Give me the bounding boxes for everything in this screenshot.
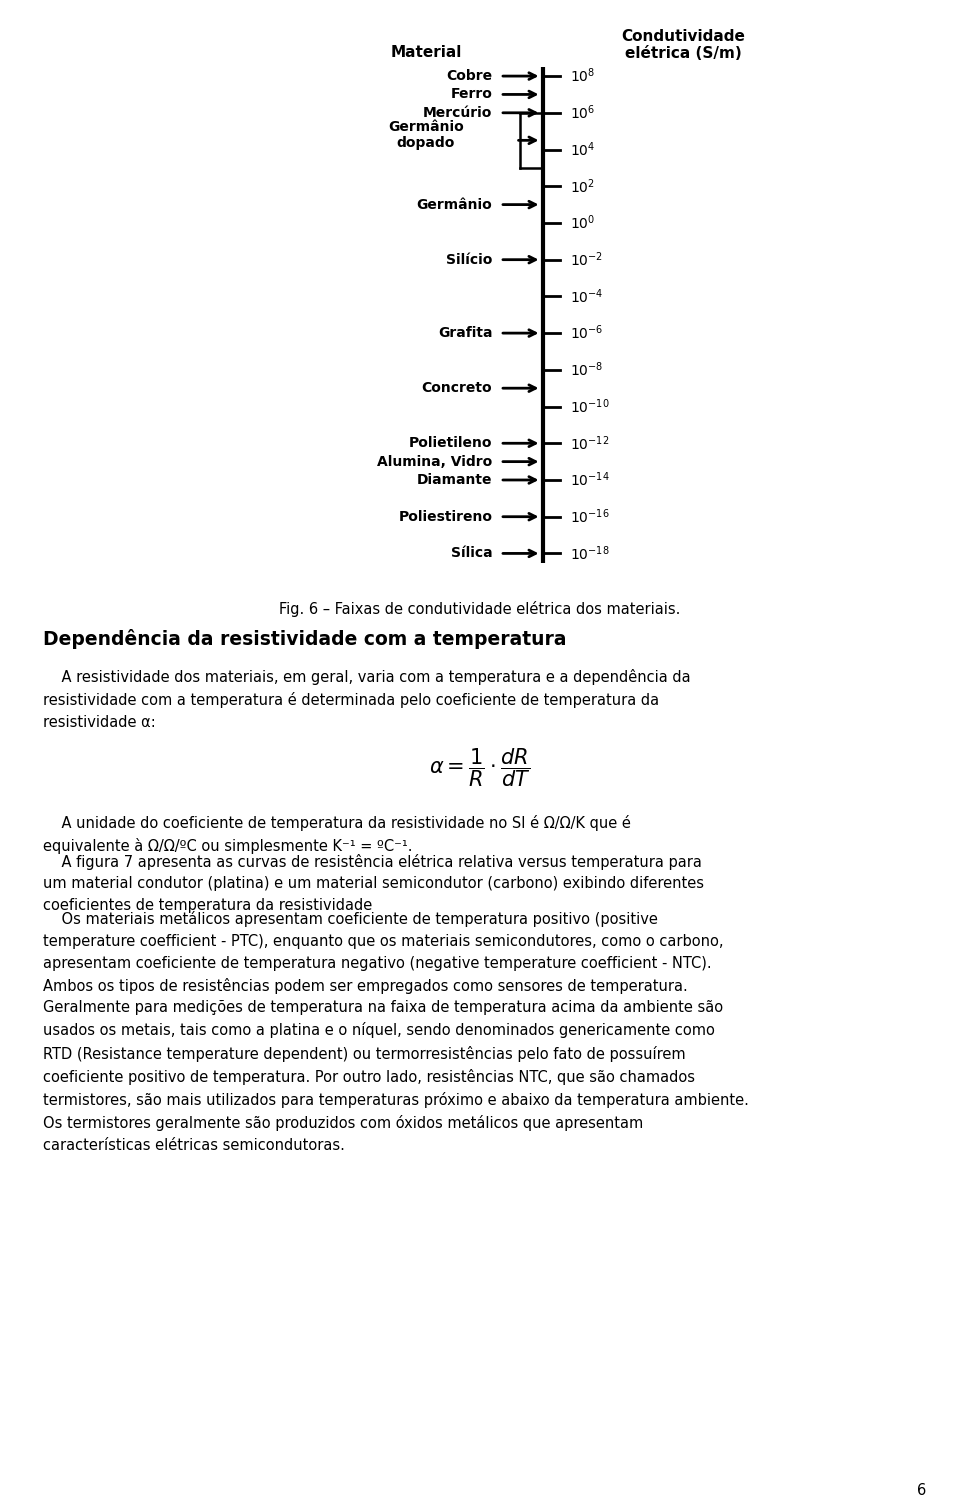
Text: Concreto: Concreto: [421, 382, 492, 395]
Text: Poliestireno: Poliestireno: [398, 510, 492, 524]
Text: Alumina, Vidro: Alumina, Vidro: [377, 454, 492, 469]
Text: $10^{-12}$: $10^{-12}$: [570, 435, 610, 453]
Text: Fig. 6 – Faixas de condutividade elétrica dos materiais.: Fig. 6 – Faixas de condutividade elétric…: [279, 602, 681, 617]
Text: $10^{-6}$: $10^{-6}$: [570, 324, 604, 343]
Text: $10^{-4}$: $10^{-4}$: [570, 287, 604, 306]
Text: 6: 6: [917, 1483, 926, 1498]
Text: Material: Material: [391, 45, 462, 60]
Text: $10^{-8}$: $10^{-8}$: [570, 361, 604, 379]
Text: Germânio: Germânio: [417, 198, 492, 211]
Text: Diamante: Diamante: [417, 472, 492, 487]
Text: A resistividade dos materiais, em geral, varia com a temperatura e a dependência: A resistividade dos materiais, em geral,…: [43, 668, 691, 730]
Text: Germânio
dopado: Germânio dopado: [388, 119, 464, 149]
Text: $10^{-10}$: $10^{-10}$: [570, 397, 610, 416]
Text: Sílica: Sílica: [450, 546, 492, 560]
Text: $10^{4}$: $10^{4}$: [570, 140, 595, 158]
Text: Mercúrio: Mercúrio: [423, 106, 492, 119]
Text: $10^{0}$: $10^{0}$: [570, 214, 595, 232]
Text: Cobre: Cobre: [446, 69, 492, 83]
Text: $10^{2}$: $10^{2}$: [570, 177, 595, 196]
Text: $\alpha = \dfrac{1}{R} \cdot \dfrac{dR}{dT}$: $\alpha = \dfrac{1}{R} \cdot \dfrac{dR}{…: [429, 745, 531, 789]
Text: A figura 7 apresenta as curvas de resistência elétrica relativa versus temperatu: A figura 7 apresenta as curvas de resist…: [43, 854, 705, 913]
Text: Os materiais metálicos apresentam coeficiente de temperatura positivo (positive
: Os materiais metálicos apresentam coefic…: [43, 911, 749, 1153]
Text: $10^{-16}$: $10^{-16}$: [570, 507, 610, 527]
Text: Polietileno: Polietileno: [409, 436, 492, 450]
Text: Grafita: Grafita: [438, 326, 492, 340]
Text: $10^{-2}$: $10^{-2}$: [570, 250, 604, 269]
Text: $10^{-18}$: $10^{-18}$: [570, 545, 610, 563]
Text: $10^{-14}$: $10^{-14}$: [570, 471, 610, 489]
Text: $10^{6}$: $10^{6}$: [570, 104, 595, 122]
Text: Ferro: Ferro: [450, 88, 492, 101]
Text: $10^{8}$: $10^{8}$: [570, 66, 595, 86]
Text: Silício: Silício: [446, 252, 492, 267]
Text: Condutividade
elétrica (S/m): Condutividade elétrica (S/m): [621, 29, 745, 60]
Text: A unidade do coeficiente de temperatura da resistividade no SI é Ω/Ω/K que é
equ: A unidade do coeficiente de temperatura …: [43, 815, 631, 854]
Text: Dependência da resistividade com a temperatura: Dependência da resistividade com a tempe…: [43, 629, 566, 649]
